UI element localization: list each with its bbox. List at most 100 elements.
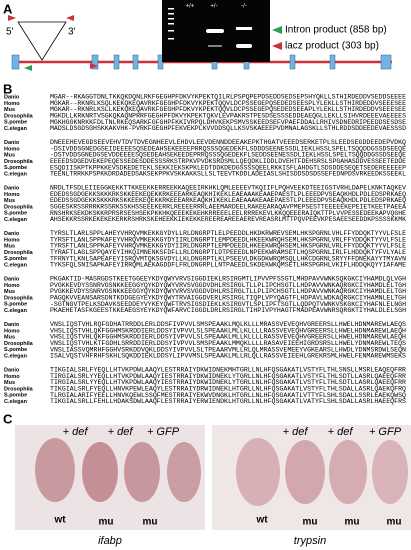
sequence: NRDLTFSDLEIIEGGKEKKTTKKEEKKERREEKKAQEEIR… — [50, 185, 406, 192]
sequence: MGKHGGKNRKKFDLTNLRKEQSARKFGFGHPFKKIVRPQL… — [50, 119, 406, 126]
condition-label: + GFP — [369, 426, 402, 438]
species-label: Danio — [4, 185, 20, 191]
species-label: Homo — [4, 283, 20, 289]
genotype-label: mu — [303, 517, 318, 528]
marker-label: ifabp — [98, 535, 122, 547]
sequence: MADSLDSGDSGHSKKAKVHK-PVRKFGEGHPFEKVEKPLK… — [50, 125, 406, 132]
sequence: -DSIVDDSGNEDGSEIDEEEESQSEDEAHSEKEEEEPRRQ… — [50, 145, 406, 152]
sequence: MGKDLLKRKNRTVSGKQKAQNPRRFGEGHPFDKVYKPEKT… — [50, 112, 406, 119]
sequence: PKGAKTID-MASRGDSTKEETGGEEYKDYQWYVRVSIGGD… — [50, 276, 406, 283]
species-label: C.elegan — [4, 217, 28, 223]
species-label: S.pombe — [4, 393, 27, 399]
sequence: TYRSFTLANLSPPKAFEYVHRQVMKEKKGYDYIIRLDNGR… — [50, 236, 406, 243]
sequence: MGKAR--RKNRLKSLLKEKQKEQAVRKFGEGHPFDKVYKP… — [50, 106, 406, 113]
sequence: VNSLIASSVQMRHFGGHVSRKDDVQKLDDSYIVPVVLSLT… — [50, 346, 406, 353]
species-label: Drosophila — [4, 295, 34, 301]
genotype-label: mu — [387, 517, 402, 528]
sequence: TYRSFTLANLSPPKAFEYVHRQVMKEKKGYDYIIRLDNGR… — [50, 243, 406, 250]
sequence: MGKAR--RKNRLKSQLKEKQKEQAVRKFGEGHPFDKVYKP… — [50, 100, 406, 107]
gel-bands — [168, 8, 252, 48]
species-label: Homo — [4, 192, 20, 198]
sequence: -SGTNGVTPELKSDAVKSEEDDEYVYKEYQWFTRVSIGSD… — [50, 301, 406, 308]
sequence: DNEEEHEVEGDSEEVEHVTDVTDVEGNHEEVLEHDVLEEV… — [50, 139, 406, 146]
species-label: Homo — [4, 101, 20, 107]
species-label: Drosophila — [4, 113, 34, 119]
panel-label: C — [3, 411, 13, 426]
species-label: Homo — [4, 328, 20, 334]
sequence: VNSLIQSTVHLRQFGDHATRRDDLERLDDSFIVPVVLSMS… — [50, 321, 406, 328]
sequence: TIKGIALSRLFYEQLLHTVKPDWLAAQYLESTRRAIYDKW… — [50, 367, 406, 374]
sequence: TFRNYTLKNLSAPEAFEYISRQVMTQKSGVDYLLKLDNGR… — [50, 255, 406, 262]
species-label: S.pombe — [4, 347, 27, 353]
species-label: Homo — [4, 237, 20, 243]
species-label: Danio — [4, 276, 20, 282]
sequence: TEENLTRRKKPSPKKDRDADEDSAKSEKPPKVSKKAKKSL… — [50, 171, 406, 178]
sequence: PVGKKEVDYSSNRVGSNKKEEGGYQYKDYQWYVRVSVGGD… — [50, 282, 406, 289]
species-label: Mus — [4, 107, 15, 113]
genotype-label: wt — [255, 515, 268, 526]
species-label: Danio — [4, 94, 20, 100]
sequence: PAGQKVVEANSARSDNTKDDGEGYEYKDYQWYTRVAIGGD… — [50, 294, 406, 301]
sequence: PVGKKEVDYSSNRVGSNKKEEGGYQYKDYQWYVRVSVGGD… — [50, 288, 406, 295]
sequence: TYRSLTLARLSPPLAHEYVHRQVMKEKKGYDYLLRLDNGR… — [50, 230, 406, 237]
species-label: S.pombe — [4, 211, 27, 217]
product-label: Intron product (858 bp) — [285, 25, 387, 36]
condition-label: + def — [328, 426, 354, 438]
sequence: ESQDIISKPTKPPKKEVSDKEDETEKLSEKKIEKSKPKLE… — [50, 164, 406, 171]
species-label: C.elegan — [4, 353, 28, 359]
sequence: MGAR--RKAGGTDNLTKKQKDQNLRKFGEGHPFDKVYKPE… — [50, 94, 406, 101]
species-label: Mus — [4, 153, 15, 159]
sequence: PKAEHETASFKGEESTKKEAEGSYEYKDYQWFARVCIGGD… — [50, 307, 406, 314]
species-label: Mus — [4, 335, 15, 341]
species-label: Danio — [4, 322, 20, 328]
trypsin-images — [212, 425, 411, 530]
species-label: C.elegan — [4, 262, 28, 268]
genotype-label: mu — [143, 517, 158, 528]
sequence: TLRGIALARIFYEELLHNVKQEWLSSQFMESTRRAIYEKW… — [50, 392, 406, 399]
condition-label: + def — [108, 426, 134, 438]
species-label: Mus — [4, 244, 15, 250]
condition-label: + def — [283, 426, 309, 438]
genotype-label: wt — [53, 515, 66, 526]
sequence: RNSHRKSEKDKSKKRPRSRSESHSEKPKKHKQEEEKEKEH… — [50, 210, 406, 217]
sequence: SGGESKRSSRRRKRSSRKSSKHSSEEEKERRLREEEERRR… — [50, 203, 406, 210]
sequence: -DSTVDDSGNEDGSEVDDEEEESQSEDEAHSEKEEDEPRR… — [50, 152, 406, 159]
label: 5' — [6, 27, 14, 38]
sequence: TIKGIALSRLFYEQLLHNVKPEWLEAQYLESTRRAIYDRW… — [50, 385, 406, 392]
species-label: S.pombe — [4, 165, 27, 171]
genotype-label: mu — [345, 517, 360, 528]
species-label: S.pombe — [4, 120, 27, 126]
sequence: AHSEKKRSSRKEKEKEKERKRSHRKSKEHEEKKIEKEKKE… — [50, 216, 406, 223]
sequence: TYRAFTLAGLSPPQAYEYIHKQIMNENKSFDFLLRLDNGR… — [50, 249, 406, 256]
lane-label: +/+ — [186, 4, 195, 10]
species-label: C.elegan — [4, 308, 28, 314]
species-label: C.elegan — [4, 171, 28, 177]
species-label: S.pombe — [4, 302, 27, 308]
species-label: Danio — [4, 140, 20, 146]
label: 3' — [68, 27, 76, 38]
sequence: EDEDSSGDGEKKSKKKRKSKKEEKEQEKKRKEEEARKEAQ… — [50, 191, 406, 198]
condition-label: + def — [63, 426, 89, 438]
species-label: Drosophila — [4, 204, 34, 210]
panel-label: B — [3, 81, 12, 96]
sequence: VHSLIQSTVHLQKFGGHMSKRDDIERLDDSYIVPVVLSLS… — [50, 334, 406, 341]
insertion — [17, 21, 67, 61]
sequence: TYKSFQLSNISAPKAFEYIRRQMLAEKAGDDFLFRLDNGR… — [50, 262, 406, 269]
species-label: Drosophila — [4, 250, 34, 256]
lane-label: +/- — [210, 4, 217, 10]
product-label: lacz product (303 bp) — [285, 41, 379, 52]
marker-label: trypsin — [294, 535, 326, 547]
species-label: C.elegan — [4, 399, 28, 405]
sequence: VHSLIQSTVHLQKFGGHMSKRDDIERLDDSYIVPVVLSLS… — [50, 327, 406, 334]
panel-label: A — [3, 1, 13, 16]
species-label: Drosophila — [4, 341, 34, 347]
primer — [90, 63, 98, 69]
species-label: Mus — [4, 198, 15, 204]
condition-label: + GFP — [147, 426, 180, 438]
species-label: S.pombe — [4, 256, 27, 262]
species-label: Homo — [4, 146, 20, 152]
species-label: Mus — [4, 380, 15, 386]
lane-label: -/- — [241, 4, 247, 10]
sequence: TIRGIALSRLYYEQLLHTVKPDWLAAQYIESTRRAIYDKW… — [50, 379, 406, 386]
